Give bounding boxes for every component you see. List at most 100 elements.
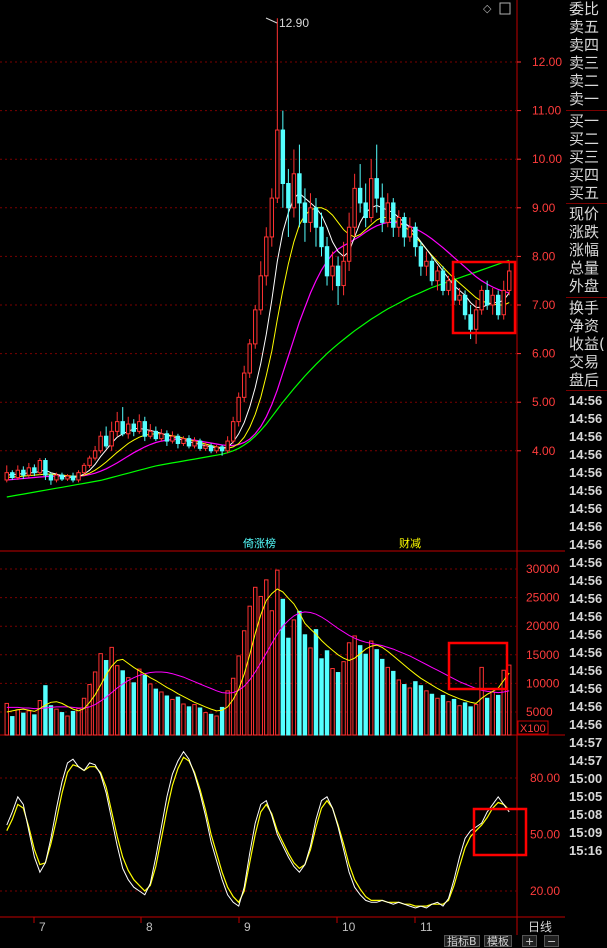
candle-up[interactable] xyxy=(76,472,81,481)
candle-down[interactable] xyxy=(418,246,424,267)
volume-bar-down[interactable] xyxy=(374,649,379,736)
candle-down[interactable] xyxy=(313,207,319,228)
candle-down[interactable] xyxy=(462,294,468,316)
candle-up[interactable] xyxy=(181,438,186,445)
candle-up[interactable] xyxy=(407,226,413,238)
volume-bar-up[interactable] xyxy=(457,705,462,736)
candle-down[interactable] xyxy=(131,423,136,432)
volume-bar-up[interactable] xyxy=(507,664,512,736)
volume-bar-down[interactable] xyxy=(297,610,302,736)
candle-up[interactable] xyxy=(92,450,98,459)
volume-bar-down[interactable] xyxy=(164,695,170,736)
candle-up[interactable] xyxy=(457,294,462,301)
candle-up[interactable] xyxy=(4,472,9,481)
volume-bar-up[interactable] xyxy=(15,709,21,736)
volume-bar-up[interactable] xyxy=(424,690,429,736)
candle-up[interactable] xyxy=(214,446,219,452)
candle-up[interactable] xyxy=(65,475,70,480)
zoom-out-button[interactable]: − xyxy=(544,935,560,948)
volume-bar-up[interactable] xyxy=(81,697,87,736)
volume-bar-down[interactable] xyxy=(302,634,308,736)
candle-down[interactable] xyxy=(120,421,125,435)
volume-bar-up[interactable] xyxy=(341,661,346,736)
candle-up[interactable] xyxy=(269,197,275,238)
volume-bar-up[interactable] xyxy=(54,708,59,736)
volume-bar-up[interactable] xyxy=(253,586,258,736)
volume-bar-up[interactable] xyxy=(98,653,103,736)
candle-down[interactable] xyxy=(142,421,148,437)
volume-bar-down[interactable] xyxy=(402,684,407,736)
candle-up[interactable] xyxy=(137,421,142,432)
candle-up[interactable] xyxy=(424,260,429,267)
candle-down[interactable] xyxy=(10,472,15,479)
candle-up[interactable] xyxy=(385,202,390,223)
candle-down[interactable] xyxy=(374,178,379,199)
candle-up[interactable] xyxy=(308,207,313,223)
candle-down[interactable] xyxy=(197,440,203,449)
candle-down[interactable] xyxy=(48,474,54,481)
stock-chart[interactable]: 12.00 11.00 10.00 9.00 8.00 7.00 6.00 5.00 4.00 3… xyxy=(0,0,565,935)
candle-up[interactable] xyxy=(473,309,479,330)
volume-bar-down[interactable] xyxy=(48,705,54,736)
volume-bar-down[interactable] xyxy=(313,629,319,736)
candle-up[interactable] xyxy=(87,457,92,466)
candle-down[interactable] xyxy=(380,197,385,223)
volume-bar-up[interactable] xyxy=(65,715,70,736)
candle-up[interactable] xyxy=(81,464,87,474)
volume-bar-up[interactable] xyxy=(236,655,241,736)
candle-up[interactable] xyxy=(352,187,357,228)
volume-bar-down[interactable] xyxy=(484,697,490,736)
volume-bar-up[interactable] xyxy=(225,690,230,736)
volume-bar-up[interactable] xyxy=(241,630,247,736)
volume-bar-up[interactable] xyxy=(87,684,92,736)
volume-bar-up[interactable] xyxy=(407,687,413,736)
candle-up[interactable] xyxy=(126,423,131,435)
top-gainers-annotation[interactable]: 倚涨榜 xyxy=(243,536,276,550)
candle-up[interactable] xyxy=(501,289,506,316)
volume-bar-down[interactable] xyxy=(286,637,291,736)
candle-down[interactable] xyxy=(302,202,308,223)
volume-bar-down[interactable] xyxy=(363,653,368,736)
volume-bar-down[interactable] xyxy=(429,693,435,736)
candle-down[interactable] xyxy=(186,438,192,447)
candle-up[interactable] xyxy=(275,129,280,199)
volume-bar-up[interactable] xyxy=(385,666,390,736)
volume-bar-up[interactable] xyxy=(346,642,352,736)
volume-bar-up[interactable] xyxy=(192,704,197,736)
volume-bar-down[interactable] xyxy=(197,707,203,736)
candle-down[interactable] xyxy=(59,474,65,480)
volume-bar-down[interactable] xyxy=(462,702,468,736)
candle-down[interactable] xyxy=(440,270,446,291)
candle-up[interactable] xyxy=(236,396,241,423)
diamond-icon[interactable]: ◇ xyxy=(483,2,492,15)
candle-up[interactable] xyxy=(368,178,374,219)
template-button[interactable]: 模板 xyxy=(484,935,512,948)
candle-down[interactable] xyxy=(164,433,170,442)
volume-bar-up[interactable] xyxy=(269,610,275,736)
volume-bar-up[interactable] xyxy=(126,677,131,736)
volume-bar-down[interactable] xyxy=(120,670,125,736)
volume-bar-down[interactable] xyxy=(153,688,159,736)
volume-bar-up[interactable] xyxy=(308,647,313,736)
candle-up[interactable] xyxy=(98,435,103,452)
candle-down[interactable] xyxy=(324,246,330,277)
candle-down[interactable] xyxy=(219,446,225,452)
volume-bar-up[interactable] xyxy=(435,697,440,736)
candle-up[interactable] xyxy=(435,270,440,282)
volume-bar-down[interactable] xyxy=(142,674,148,736)
volume-bar-down[interactable] xyxy=(175,696,181,736)
volume-bar-down[interactable] xyxy=(10,716,15,736)
candle-up[interactable] xyxy=(114,421,120,432)
volume-bar-up[interactable] xyxy=(479,666,484,736)
candle-down[interactable] xyxy=(43,460,48,476)
candle-down[interactable] xyxy=(153,430,159,440)
candle-up[interactable] xyxy=(253,309,258,345)
volume-bar-down[interactable] xyxy=(59,712,65,736)
candle-up[interactable] xyxy=(346,226,352,262)
volume-bar-up[interactable] xyxy=(4,702,9,736)
volume-bar-down[interactable] xyxy=(391,670,396,736)
candle-down[interactable] xyxy=(484,289,490,306)
volume-bar-down[interactable] xyxy=(440,694,446,736)
candle-down[interactable] xyxy=(175,435,181,445)
candle-down[interactable] xyxy=(429,260,435,282)
